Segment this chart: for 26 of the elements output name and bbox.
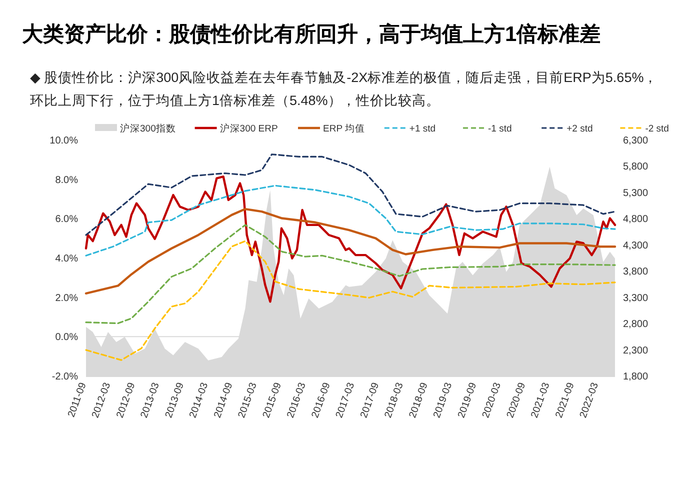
y-tick-label: 8.0% bbox=[55, 174, 78, 186]
chart-title: 大类资产比价：股债性价比有所回升，高于均值上方1倍标准差 bbox=[22, 22, 601, 48]
y2-tick-label: 5,800 bbox=[623, 162, 648, 173]
y2-tick-label: 1,800 bbox=[623, 372, 648, 382]
legend-label: 沪深300 ERP bbox=[220, 122, 278, 134]
y2-tick-label: 3,800 bbox=[623, 266, 648, 278]
y2-tick-label: 4,300 bbox=[623, 240, 648, 252]
y-tick-label: 0.0% bbox=[55, 332, 78, 344]
y2-tick-label: 2,800 bbox=[623, 319, 648, 330]
y-tick-label: 4.0% bbox=[55, 254, 78, 264]
y2-tick-label: 4,800 bbox=[623, 214, 648, 226]
y-tick-label: 10.0% bbox=[50, 136, 78, 146]
legend-label: +2 std bbox=[566, 124, 593, 134]
y2-tick-label: 3,300 bbox=[623, 292, 648, 304]
legend-label: -1 std bbox=[488, 124, 512, 134]
legend-label: 沪深300指数 bbox=[120, 122, 176, 134]
y-tick-label: 6.0% bbox=[55, 214, 78, 226]
legend-label: -2 std bbox=[645, 124, 669, 134]
y2-tick-label: 6,300 bbox=[623, 136, 648, 146]
y2-tick-label: 5,300 bbox=[623, 188, 648, 199]
chart-subtitle: ◆ 股债性价比：沪深300风险收益差在去年春节触及-2X标准差的极值，随后走强，目前ERP为5.65%，环比上周下行，位于均值上方1倍标准差（5.48%），性价比较高。 bbox=[30, 69, 659, 110]
y-tick-label: -2.0% bbox=[52, 372, 78, 382]
y2-tick-label: 2,300 bbox=[623, 345, 648, 356]
y-tick-label: 2.0% bbox=[55, 292, 78, 304]
legend-label: +1 std bbox=[409, 124, 436, 134]
legend-label: ERP 均值 bbox=[323, 122, 366, 134]
